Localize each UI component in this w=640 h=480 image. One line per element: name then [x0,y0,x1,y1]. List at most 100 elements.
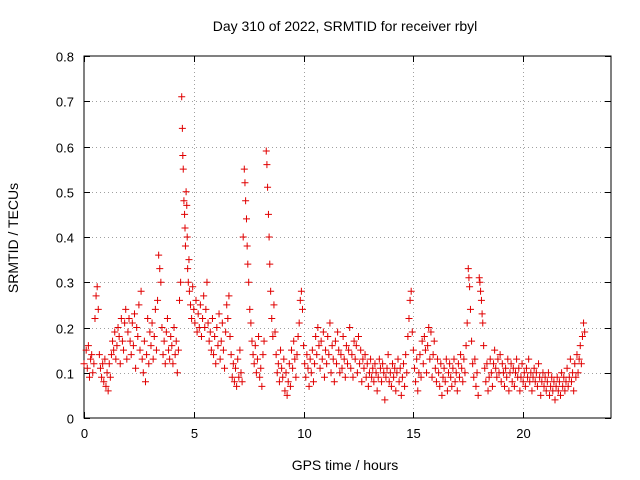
data-point [280,355,288,363]
data-point [306,355,314,363]
data-point [147,342,155,350]
data-point [95,351,103,359]
data-point [450,355,458,363]
data-point [420,333,428,341]
data-point [156,265,164,273]
data-point [309,378,317,386]
y-tick-label: 0.1 [56,367,74,382]
data-point [533,382,541,390]
data-point [180,197,188,205]
data-point [207,346,215,354]
data-point [561,387,569,395]
data-point [131,310,139,318]
data-point [139,369,147,377]
data-point [462,342,470,350]
data-point [358,378,366,386]
data-point [513,355,521,363]
data-point [256,373,264,381]
data-point [138,355,146,363]
data-point [376,364,384,372]
data-point [163,314,171,322]
data-point [346,324,354,331]
data-point [201,324,209,331]
data-point [431,364,439,372]
data-point [455,373,463,381]
data-point [178,93,186,101]
data-point [318,355,326,363]
data-point [244,260,252,268]
data-point [128,319,136,327]
data-point [439,373,447,381]
data-point [406,296,414,304]
data-point [466,305,474,313]
data-point [383,364,391,372]
data-point [125,314,133,322]
data-point [413,355,421,363]
data-point [475,274,483,282]
data-point [172,337,180,345]
data-point [235,373,243,381]
data-point [134,333,142,341]
chart-title: Day 310 of 2022, SRMTID for receiver rby… [213,18,478,34]
data-point [311,360,319,368]
data-point [109,337,117,345]
data-point [339,333,347,341]
data-point [83,364,91,372]
data-point [565,373,573,381]
data-point [154,296,162,304]
y-tick-label: 0.5 [56,186,74,201]
data-point [277,346,285,354]
data-point [323,360,331,368]
data-point [472,382,480,390]
data-point [183,201,191,209]
data-point [442,355,450,363]
data-point [480,342,488,350]
data-point [492,364,500,372]
data-point [325,351,333,359]
data-point [114,324,122,331]
data-point [246,305,254,313]
data-point [440,364,448,372]
data-point [123,355,131,363]
data-point [286,382,294,390]
x-tick-label: 15 [406,426,420,441]
data-point [515,364,523,372]
data-point [104,387,112,395]
data-point [218,319,226,327]
data-point [269,333,277,341]
data-point [319,328,327,336]
data-point [149,355,157,363]
data-point [392,387,400,395]
data-point [424,342,432,350]
data-point [378,378,386,386]
data-point [344,360,351,368]
data-point [203,278,211,286]
data-point [80,360,88,368]
data-point [353,369,361,377]
data-point [301,360,309,368]
data-point [152,346,160,354]
data-point [564,382,572,390]
y-tick-label: 0.3 [56,276,74,291]
y-tick-label: 0.7 [56,95,74,110]
data-point [517,373,525,381]
data-point [225,292,233,300]
data-point [552,382,560,390]
data-point [468,337,476,345]
data-point [581,328,589,336]
data-point [219,346,227,354]
data-point [373,387,381,395]
data-point [141,378,149,386]
data-point [255,333,263,341]
data-point [132,364,140,372]
data-point [226,333,234,341]
data-point [349,373,357,381]
data-point [389,360,397,368]
data-point [496,351,504,359]
data-point [410,364,418,372]
x-tick-label: 10 [297,426,311,441]
data-point [283,391,291,399]
data-point [558,369,566,377]
data-point [336,369,344,377]
data-point [576,342,584,350]
